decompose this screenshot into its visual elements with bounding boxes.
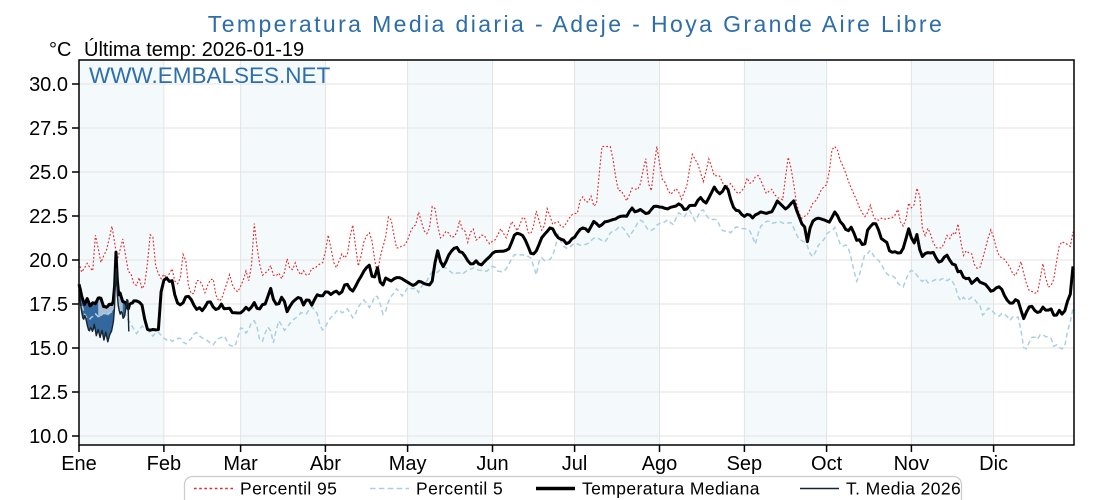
- svg-text:Ago: Ago: [642, 453, 678, 475]
- svg-text:15.0: 15.0: [29, 338, 68, 360]
- svg-text:Dic: Dic: [979, 453, 1008, 475]
- svg-text:May: May: [389, 453, 427, 475]
- svg-text:WWW.EMBALSES.NET: WWW.EMBALSES.NET: [89, 63, 331, 88]
- svg-text:Abr: Abr: [310, 453, 341, 475]
- svg-text:25.0: 25.0: [29, 162, 68, 184]
- svg-text:Mar: Mar: [223, 453, 258, 475]
- svg-text:Jul: Jul: [562, 453, 588, 475]
- svg-text:Sep: Sep: [727, 453, 763, 475]
- svg-text:30.0: 30.0: [29, 74, 68, 96]
- svg-text:Jun: Jun: [476, 453, 508, 475]
- svg-text:T. Media 2026: T. Media 2026: [846, 479, 961, 499]
- svg-text:Nov: Nov: [894, 453, 930, 475]
- svg-text:22.5: 22.5: [29, 206, 68, 228]
- svg-text:20.0: 20.0: [29, 250, 68, 272]
- svg-text:Percentil 95: Percentil 95: [240, 479, 337, 499]
- svg-text:Última temp: 2026-01-19: Última temp: 2026-01-19: [84, 38, 304, 61]
- svg-text:27.5: 27.5: [29, 118, 68, 140]
- svg-text:Percentil 5: Percentil 5: [416, 479, 503, 499]
- svg-text:Oct: Oct: [811, 453, 843, 475]
- svg-text:17.5: 17.5: [29, 294, 68, 316]
- svg-text:12.5: 12.5: [29, 382, 68, 404]
- svg-text:Feb: Feb: [147, 453, 181, 475]
- svg-text:10.0: 10.0: [29, 426, 68, 448]
- svg-text:°C: °C: [49, 39, 71, 61]
- svg-text:Ene: Ene: [61, 453, 97, 475]
- svg-text:Temperatura Media diaria - Ade: Temperatura Media diaria - Adeje - Hoya …: [208, 11, 944, 37]
- svg-text:Temperatura Mediana: Temperatura Mediana: [582, 479, 760, 499]
